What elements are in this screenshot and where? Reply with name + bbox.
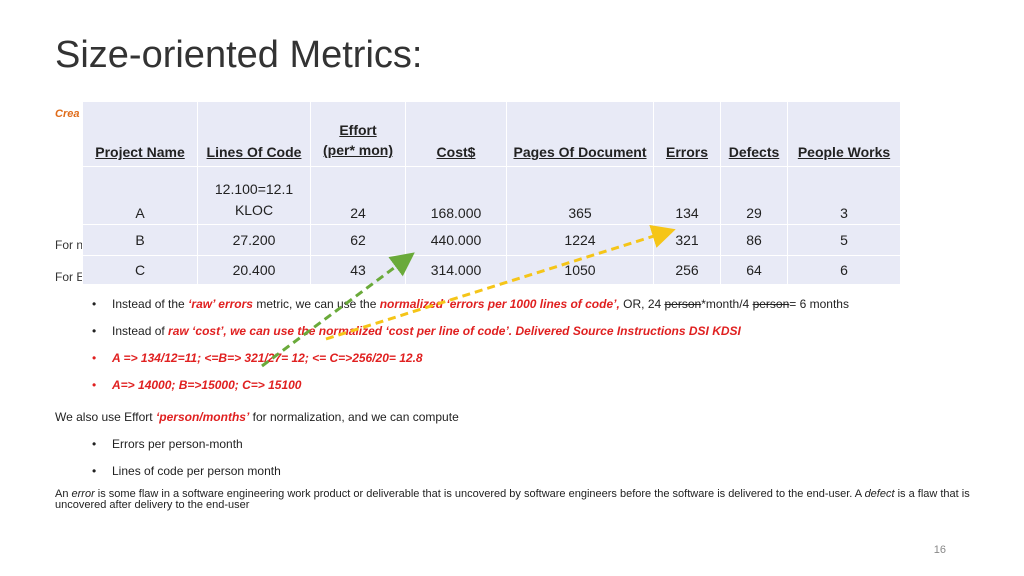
cell-effort: 43 (310, 255, 406, 285)
page-number: 16 (933, 544, 946, 556)
table-header-row: Project Name Lines Of Code Effort (per* … (82, 101, 901, 167)
header-errors: Errors (653, 101, 721, 167)
partial-for-text: For n (55, 238, 84, 252)
cell-pages: 1050 (506, 255, 654, 285)
cell-people: 6 (787, 255, 901, 285)
header-cost: Cost$ (405, 101, 507, 167)
bullet-dot: • (92, 464, 97, 478)
cell-cost: 314.000 (405, 255, 507, 285)
cell-effort: 62 (310, 224, 406, 256)
cell-people: 5 (787, 224, 901, 256)
cell-pages: 365 (506, 166, 654, 225)
bullet-dot: • (92, 378, 97, 392)
slide-title: Size-oriented Metrics: (55, 34, 423, 76)
header-pages-of-document: Pages Of Document (506, 101, 654, 167)
error-defect-definition: An error is some flaw in a software engi… (55, 488, 970, 511)
bullet-dot: • (92, 324, 97, 338)
bullet-dot: • (92, 437, 97, 451)
cell-errors: 321 (653, 224, 721, 256)
effort-normalization-text: We also use Effort ‘person/months’ for n… (55, 410, 459, 424)
cell-people: 3 (787, 166, 901, 225)
cell-effort: 24 (310, 166, 406, 225)
cell-loc-value: 12.100=12.1 (214, 181, 294, 197)
header-effort: Effort (per* mon) (310, 101, 406, 167)
header-people-works: People Works (787, 101, 901, 167)
bullet-dot: • (92, 297, 97, 311)
cell-loc: 27.200 (197, 224, 311, 256)
cell-errors: 256 (653, 255, 721, 285)
metrics-table: Project Name Lines Of Code Effort (per* … (82, 101, 901, 285)
cell-defects: 29 (720, 166, 788, 225)
table-row: C 20.400 43 314.000 1050 256 64 6 (82, 255, 901, 285)
table-row: B 27.200 62 440.000 1224 321 86 5 (82, 224, 901, 256)
header-project-name: Project Name (82, 101, 198, 167)
header-lines-of-code: Lines Of Code (197, 101, 311, 167)
header-effort-label: Effort (339, 122, 377, 138)
partial-heading-text: Crea (55, 108, 80, 120)
cell-loc-kloc: KLOC (234, 202, 274, 218)
header-defects: Defects (720, 101, 788, 167)
header-effort-unit: (per* mon) (323, 142, 393, 158)
cell-project: C (82, 255, 198, 285)
cell-project: A (82, 166, 198, 225)
cell-pages: 1224 (506, 224, 654, 256)
cell-cost: 168.000 (405, 166, 507, 225)
cell-loc: 20.400 (197, 255, 311, 285)
table-row: A 12.100=12.1 KLOC 24 168.000 365 134 29… (82, 166, 901, 225)
cell-project: B (82, 224, 198, 256)
cell-errors: 134 (653, 166, 721, 225)
cell-loc: 12.100=12.1 KLOC (197, 166, 311, 225)
cell-cost: 440.000 (405, 224, 507, 256)
cell-defects: 86 (720, 224, 788, 256)
cell-defects: 64 (720, 255, 788, 285)
bullet-dot: • (92, 351, 97, 365)
